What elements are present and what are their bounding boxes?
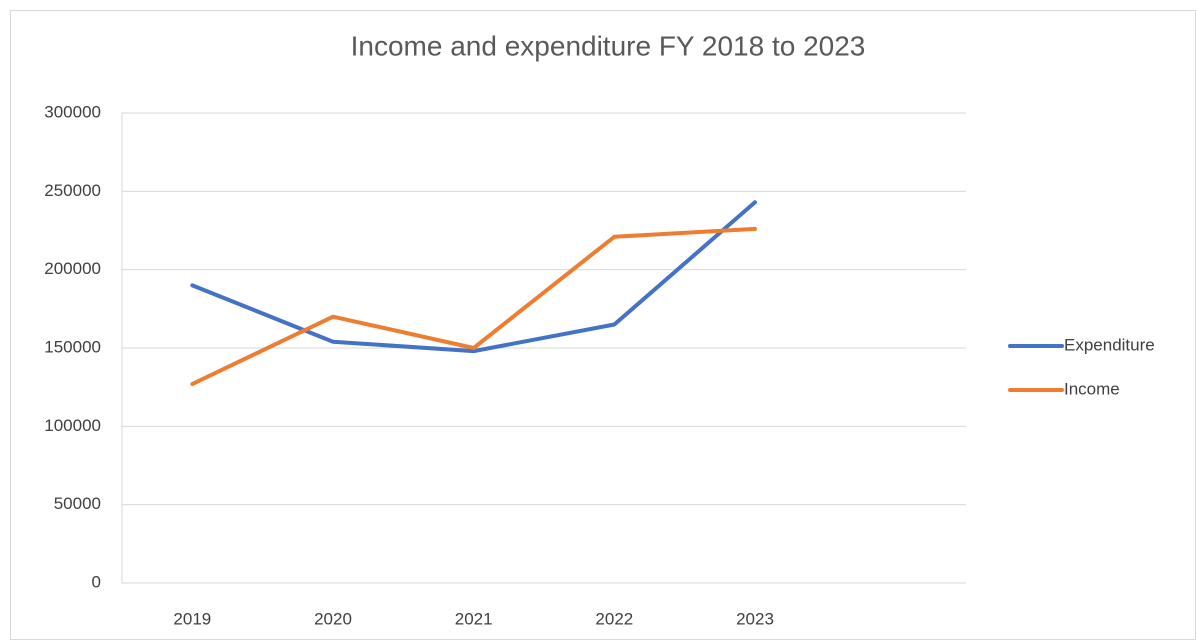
y-tick-label: 250000 [44,181,101,200]
y-tick-label: 0 [92,572,101,591]
series-line [190,226,757,387]
y-tick-label: 150000 [44,337,101,356]
legend-label: Income [1064,379,1120,398]
x-tick-label: 2022 [595,609,633,628]
legend-label: Expenditure [1064,335,1155,354]
series-line [190,200,757,354]
chart-title: Income and expenditure FY 2018 to 2023 [351,30,866,61]
y-tick-label: 50000 [54,494,101,513]
y-tick-label: 100000 [44,416,101,435]
x-tick-label: 2020 [314,609,352,628]
x-tick-label: 2021 [455,609,493,628]
y-tick-label: 300000 [44,102,101,121]
y-tick-label: 200000 [44,259,101,278]
x-tick-label: 2023 [736,609,774,628]
x-tick-label: 2019 [173,609,211,628]
